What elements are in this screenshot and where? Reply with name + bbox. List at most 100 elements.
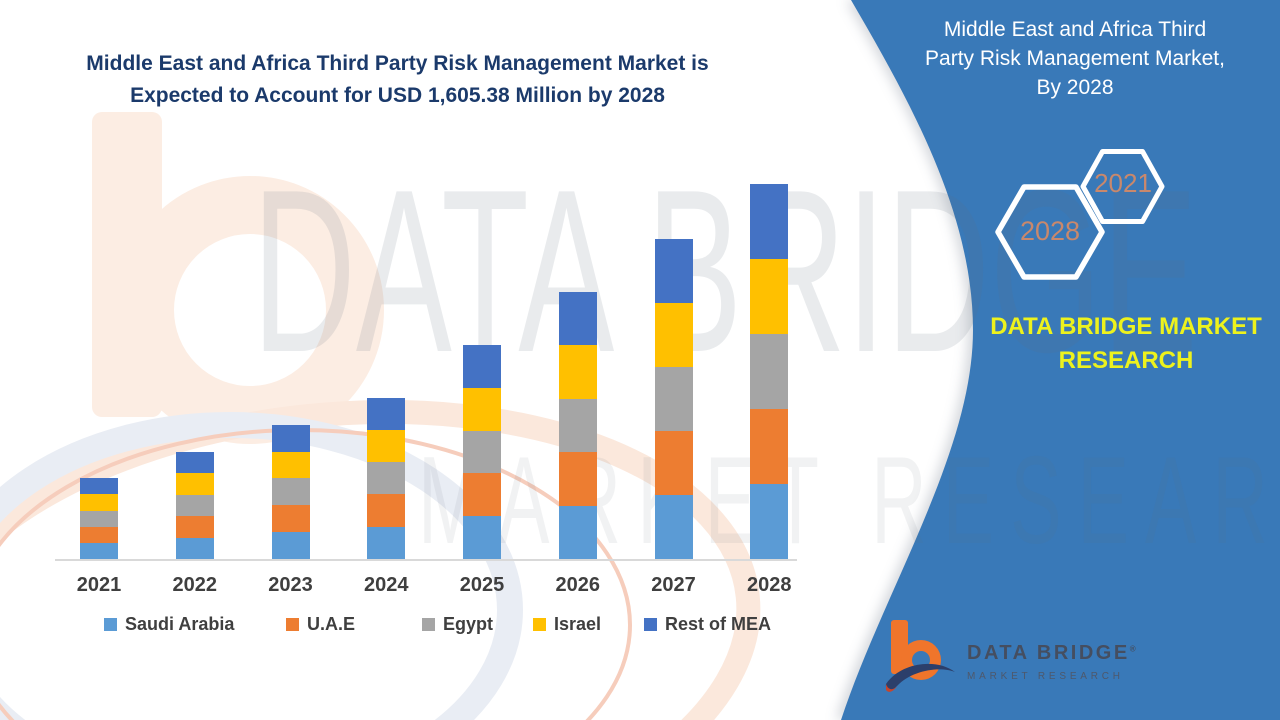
bar-segment-2026-israel xyxy=(558,345,597,399)
data-bridge-logo-mark xyxy=(885,620,955,692)
hexagon-2021 xyxy=(1080,149,1165,224)
headline-line-2: Expected to Account for USD 1,605.38 Mil… xyxy=(130,84,665,107)
legend-swatch xyxy=(286,618,299,631)
legend-item-rest-of-mea: Rest of MEA xyxy=(644,614,771,635)
bar-segment-2028-israel xyxy=(750,259,789,334)
legend-swatch xyxy=(533,618,546,631)
bar-segment-2021-saudi-arabia xyxy=(80,542,118,559)
legend-label: Saudi Arabia xyxy=(125,614,235,634)
legend-label: Egypt xyxy=(443,614,494,634)
bar-segment-2024-rest-of-mea xyxy=(367,397,406,430)
x-axis-line xyxy=(55,559,797,561)
legend-item-egypt: Egypt xyxy=(422,614,493,635)
logo-subtitle: MARKET RESEARCH xyxy=(967,671,1124,682)
bar-segment-2022-egypt xyxy=(175,494,214,516)
bar-segment-2021-egypt xyxy=(80,510,118,527)
bar-segment-2026-rest-of-mea xyxy=(558,291,597,345)
brand-name-line-2: RESEARCH xyxy=(1058,347,1194,374)
bar-segment-2028-egypt xyxy=(750,334,789,409)
bar-segment-2024-u-a-e xyxy=(367,494,406,527)
hexagon-2028 xyxy=(995,184,1105,280)
legend-swatch xyxy=(422,618,435,631)
panel-title-line-2: Party Risk Management Market, xyxy=(925,47,1225,70)
hexagon-2028-label: 2028 xyxy=(1019,216,1081,246)
bar-segment-2023-u-a-e xyxy=(271,505,310,533)
bar-2022 xyxy=(175,451,214,559)
legend-label: Israel xyxy=(554,614,602,634)
brand-name-line-1: DATA BRIDGE MARKET xyxy=(990,313,1262,340)
bar-segment-2027-saudi-arabia xyxy=(654,495,693,559)
bar-segment-2022-israel xyxy=(175,473,214,495)
logo-name: DATA BRIDGE® xyxy=(967,642,1138,665)
x-axis-label-2028: 2028 xyxy=(747,574,792,596)
bar-segment-2022-saudi-arabia xyxy=(175,537,214,559)
watermark-swoosh-blue xyxy=(0,412,523,720)
x-axis-label-2023: 2023 xyxy=(268,574,313,596)
bar-segment-2025-u-a-e xyxy=(463,473,501,517)
bar-segment-2027-u-a-e xyxy=(654,431,693,495)
bar-segment-2023-egypt xyxy=(271,478,310,506)
logo-swoosh-red-tip xyxy=(886,684,897,692)
x-axis-label-2024: 2024 xyxy=(364,574,409,596)
side-panel-shape xyxy=(841,0,1280,720)
headline: Middle East and Africa Third Party Risk … xyxy=(30,48,765,112)
registered-mark: ® xyxy=(1129,644,1139,654)
legend-item-u-a-e: U.A.E xyxy=(286,614,355,635)
bar-segment-2026-u-a-e xyxy=(558,452,597,506)
x-axis-label-2021: 2021 xyxy=(76,574,122,596)
bar-segment-2025-saudi-arabia xyxy=(463,516,501,559)
bar-segment-2024-israel xyxy=(367,429,406,463)
bar-segment-2022-rest-of-mea xyxy=(175,451,214,473)
bar-segment-2025-israel xyxy=(463,387,501,431)
logo-swoosh-navy xyxy=(885,663,955,691)
legend-swatch xyxy=(644,618,657,631)
side-panel-title: Middle East and Africa Third Party Risk … xyxy=(900,15,1250,102)
stacked-bar-chart: 2021 2022 2023 2024 2025 2026 2027 2028 Saudi A… xyxy=(55,184,797,635)
bar-segment-2027-egypt xyxy=(654,367,693,431)
headline-line-1: Middle East and Africa Third Party Risk … xyxy=(86,52,709,75)
watermark-swoosh-orange xyxy=(0,399,761,720)
bar-segment-2026-egypt xyxy=(558,398,597,452)
bar-segment-2024-saudi-arabia xyxy=(367,526,406,559)
bar-segment-2028-rest-of-mea xyxy=(750,184,789,259)
bar-2024 xyxy=(367,397,406,559)
bar-segment-2025-egypt xyxy=(463,430,501,474)
bar-segment-2028-saudi-arabia xyxy=(750,484,789,559)
bar-segment-2023-saudi-arabia xyxy=(271,532,310,559)
x-axis-label-2022: 2022 xyxy=(172,574,218,596)
legend-item-saudi-arabia: Saudi Arabia xyxy=(104,614,234,635)
bar-segment-2024-egypt xyxy=(367,462,406,495)
panel-title-line-3: By 2028 xyxy=(1036,76,1114,99)
x-axis-label-2026: 2026 xyxy=(555,574,601,596)
bar-segment-2022-u-a-e xyxy=(175,516,214,538)
bar-segment-2026-saudi-arabia xyxy=(558,505,597,559)
bar-segment-2023-israel xyxy=(271,451,310,479)
bar-segment-2027-israel xyxy=(654,303,693,367)
legend-swatch xyxy=(104,618,117,631)
bar-2026 xyxy=(558,291,597,559)
bar-2027 xyxy=(654,239,693,559)
hexagon-badges xyxy=(995,149,1165,280)
logo-text: DATA BRIDGE® MARKET RESEARCH xyxy=(967,642,1138,682)
legend-label: Rest of MEA xyxy=(665,614,772,634)
bar-2023 xyxy=(271,424,310,559)
hexagon-2021-label: 2021 xyxy=(1094,168,1152,198)
bar-segment-2028-u-a-e xyxy=(750,409,789,484)
bar-segment-2027-rest-of-mea xyxy=(654,239,693,303)
logo-name-text: DATA BRIDGE xyxy=(967,642,1130,664)
bar-segment-2021-israel xyxy=(80,494,118,511)
bar-segment-2023-rest-of-mea xyxy=(271,424,310,452)
legend-label: U.A.E xyxy=(307,614,356,634)
bar-segment-2021-rest-of-mea xyxy=(80,478,118,495)
panel-title-line-1: Middle East and Africa Third xyxy=(943,18,1207,41)
legend-item-israel: Israel xyxy=(533,614,601,635)
x-axis-label-2027: 2027 xyxy=(651,574,696,596)
bar-2021 xyxy=(80,478,118,559)
bar-2025 xyxy=(463,345,501,559)
brand-name: DATA BRIDGE MARKET RESEARCH xyxy=(980,310,1272,378)
x-axis-label-2025: 2025 xyxy=(459,574,505,596)
bar-segment-2025-rest-of-mea xyxy=(463,345,501,388)
